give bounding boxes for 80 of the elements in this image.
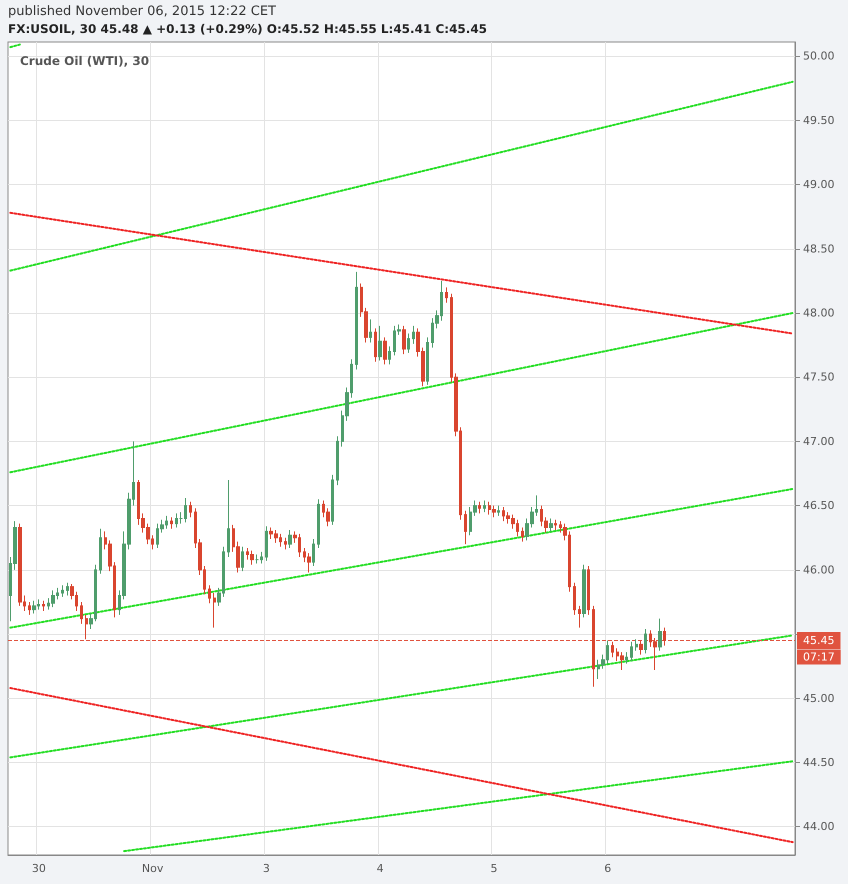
candlestick [644,628,647,654]
candlestick [497,505,500,516]
text: Crude Oil (WTI), 30 [20,54,150,68]
candlestick [312,538,315,567]
candlestick [445,286,448,304]
candlestick [663,627,666,646]
candlestick [578,605,581,628]
candlestick [587,566,590,616]
y-tick-label: 44.00 [803,820,834,834]
candlestick [32,600,36,614]
candlestick [549,518,553,532]
candlestick [554,519,557,531]
candlestick [255,554,259,564]
text: 07:17 [803,650,835,664]
y-tick-label: 46.00 [803,563,834,576]
candlestick [61,584,64,598]
candlestick [388,346,391,365]
text: published November 06, 2015 12:22 CET [8,4,276,19]
candlestick [464,510,467,545]
candlestick [208,584,211,604]
x-tick-label: 5 [490,862,498,875]
x-tick-label: Nov [142,862,164,875]
y-tick-label: 48.50 [803,242,834,256]
candlestick [374,328,377,362]
candlestick [250,550,254,566]
candlestick [227,479,230,558]
x-tick-label: 6 [604,862,612,875]
candlestick [407,333,410,354]
candlestick [592,605,595,688]
candlestick [582,564,586,618]
candlestick [639,640,643,656]
y-tick-label: 49.50 [803,114,834,127]
candlestick [378,325,382,362]
candlestick [383,336,387,365]
candlestick [284,537,287,550]
candlestick [620,652,624,671]
candlestick [189,501,192,518]
candlestick [355,271,358,370]
x-tick-label: 4 [376,862,384,875]
candlestick [402,325,406,355]
candlestick [611,641,614,658]
candlestick [99,528,102,574]
candlestick [369,318,372,344]
candlestick [573,582,576,616]
candlestick [213,592,216,628]
candlestick [658,618,662,652]
y-tick-label: 50.00 [803,50,834,63]
candlestick [66,582,69,596]
candlestick [42,600,45,612]
candlestick [265,526,268,562]
ref-line-label: 45.45 [803,634,834,648]
candlestick [478,501,481,514]
y-tick-label: 48.00 [803,306,834,320]
y-tick-label: 46.50 [803,499,834,512]
y-tick-label: 47.50 [803,370,834,384]
y-tick-label: 47.00 [803,434,834,448]
candlestick [630,641,633,662]
candlestick [317,498,320,549]
y-tick-label: 49.00 [803,178,834,192]
candlestick [170,516,173,530]
text: FX:USOIL, 30 45.48 ▲ +0.13 (+0.29%) O:45.52 H:45.55 L:45.41 C:45.45 [8,22,488,36]
candlestick [241,546,244,572]
candlestick [412,325,415,344]
candlestick [28,601,31,616]
candlestick [426,336,429,386]
candlestick [492,505,496,518]
candlestick [85,614,88,640]
candlestick [331,474,334,526]
candlestick [521,526,524,542]
candlestick [483,500,486,513]
x-tick-label: 30 [32,862,46,875]
candlestick [635,638,638,652]
y-tick-label: 45.00 [803,692,834,705]
x-tick-label: 3 [262,862,270,875]
candlestick [625,652,628,664]
candlestick [51,590,55,608]
candlestick [80,601,83,624]
y-tick-label: 44.50 [803,756,834,770]
candlestick [288,530,292,549]
candlestick [336,436,339,486]
